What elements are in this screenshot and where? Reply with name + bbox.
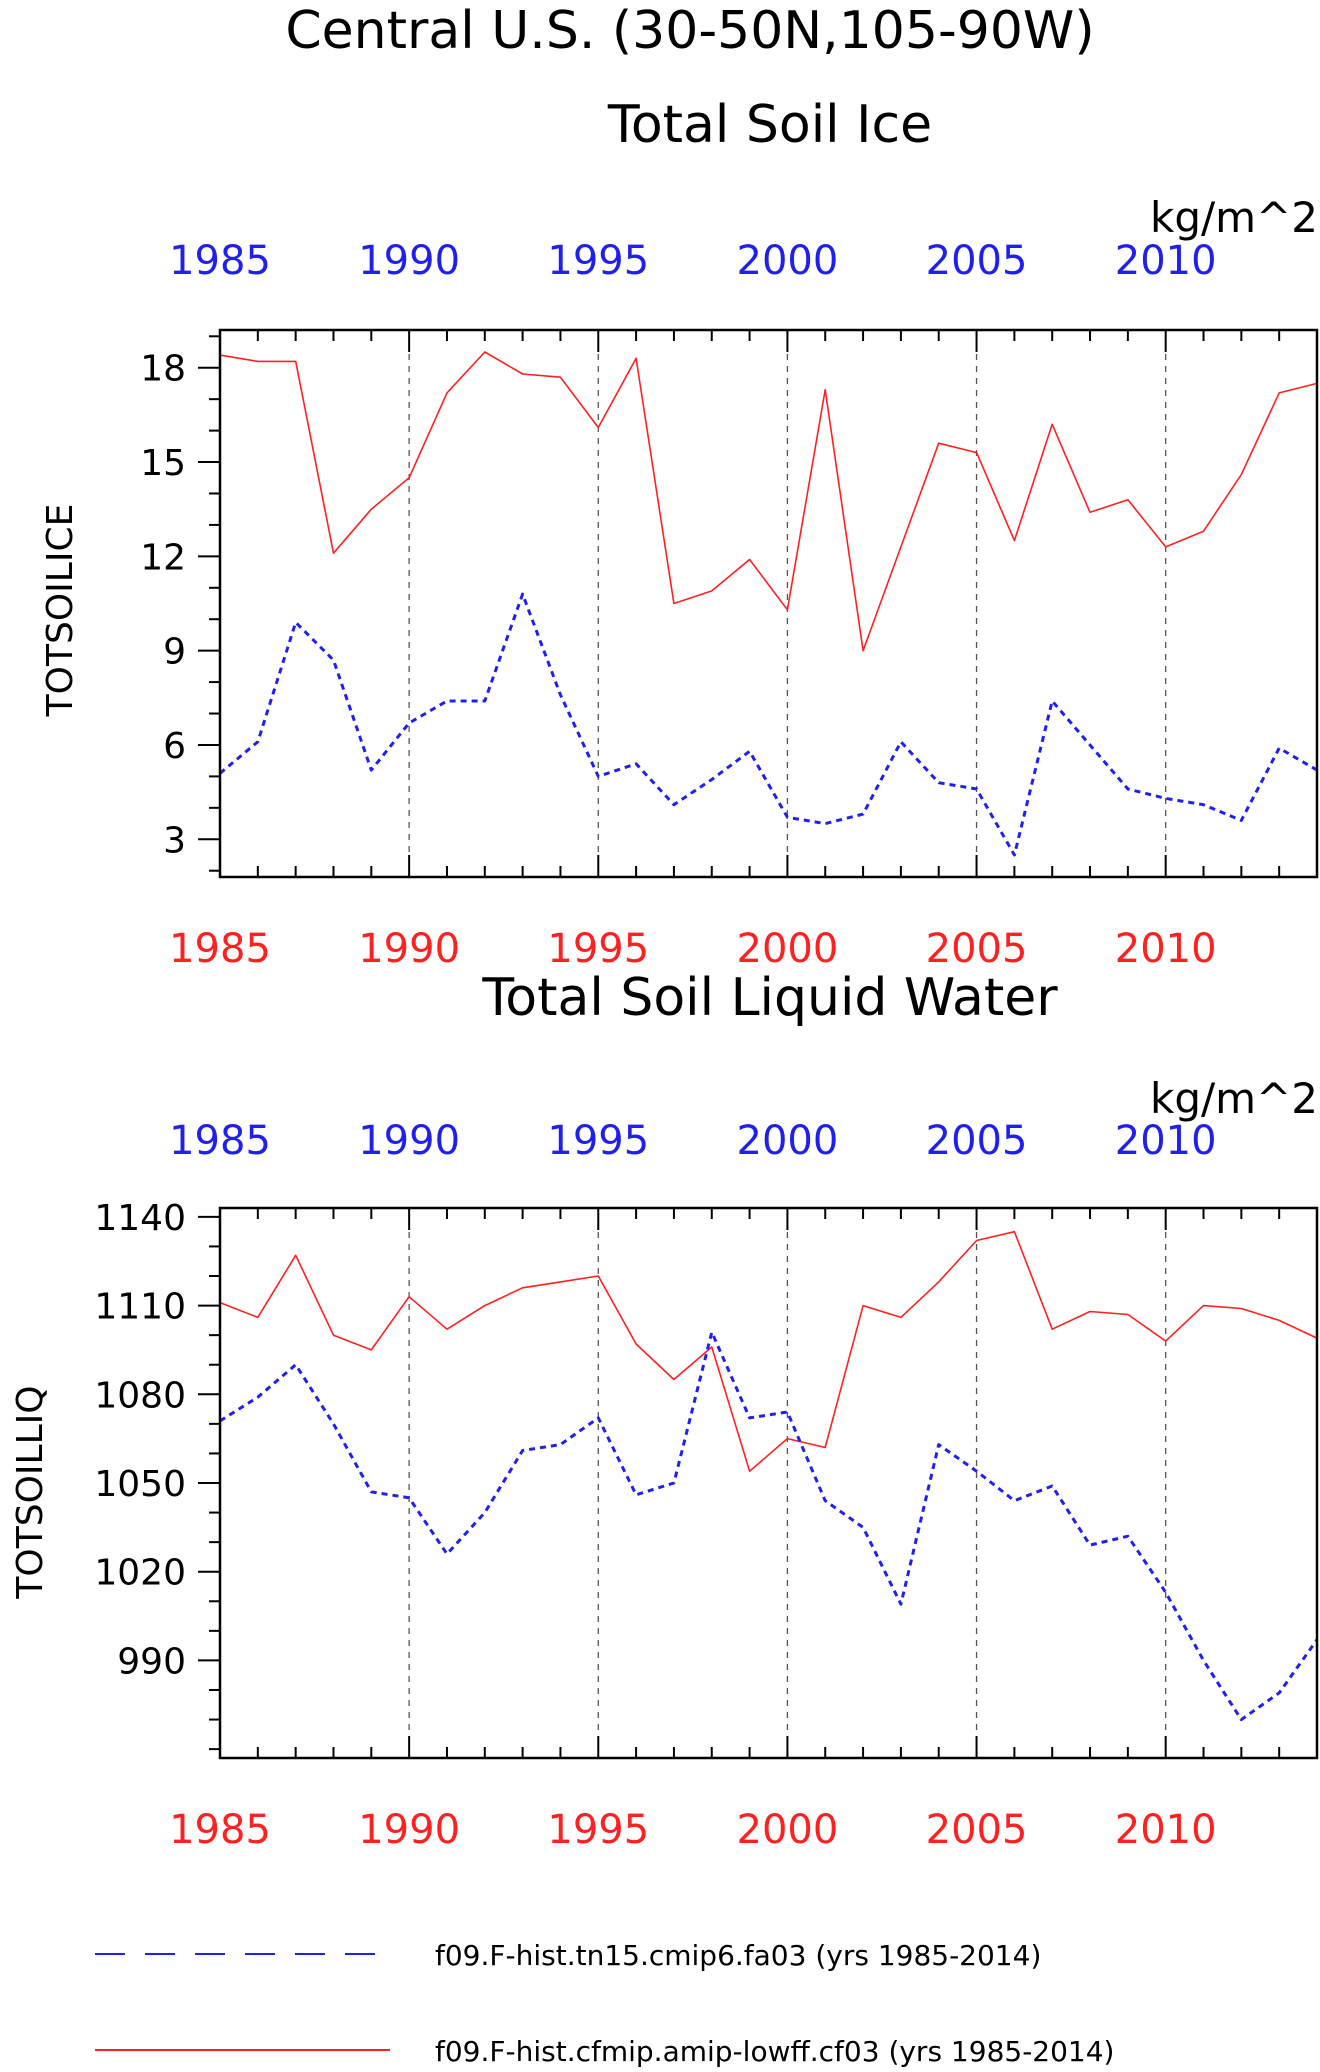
x-tick-label-bottom: 1995 [547,1807,649,1853]
y-tick-label: 15 [140,443,186,484]
plot-frame [218,328,1319,879]
x-tick-label-top: 2005 [926,238,1028,284]
panel-title: Total Soil Ice [607,95,932,155]
panel-soil-ice: Total Soil Ice kg/m^2 TOTSOILICE 1985 198… [40,95,1319,972]
y-tick-label: 1080 [94,1375,186,1416]
y-tick-label: 1140 [94,1198,186,1239]
x-tick-label-top: 1985 [169,238,271,284]
x-tick-label-bottom: 1985 [169,1807,271,1853]
x-tick-label-top: 2000 [737,238,839,284]
x-tick-label-top: 2010 [1115,1118,1217,1164]
y-tick-label: 1050 [94,1464,186,1505]
x-tick-label-bottom: 1990 [358,926,460,972]
y-tick-label: 12 [140,537,186,578]
x-tick-label-top: 1995 [547,238,649,284]
y-tick-label: 3 [163,820,186,861]
units-label: kg/m^2 [1150,193,1318,242]
figure-title: Central U.S. (30-50N,105-90W) [285,1,1094,61]
legend-label-red: f09.F-hist.cfmip.amip-lowff.cf03 (yrs 19… [435,2035,1114,2068]
x-tick-label-bottom: 2000 [737,1807,839,1853]
x-tick-label-top: 2010 [1115,238,1217,284]
panel-soil-liquid-water: Total Soil Liquid Water kg/m^2 TOTSOILLI… [10,968,1319,1853]
y-tick-label: 1110 [94,1287,186,1328]
x-tick-label-top: 2005 [926,1118,1028,1164]
legend-label-blue: f09.F-hist.tn15.cmip6.fa03 (yrs 1985-201… [435,1939,1041,1972]
y-tick-label: 6 [163,726,186,767]
x-tick-label-top: 1985 [169,1118,271,1164]
x-tick-label-bottom: 2005 [926,926,1028,972]
series-line-red [219,1230,1318,1472]
series-line-blue [219,592,1318,857]
x-tick-label-top: 1995 [547,1118,649,1164]
y-tick-label: 9 [163,632,186,673]
series-line-red [219,351,1318,652]
y-axis-label: TOTSOILLIQ [10,1385,51,1599]
y-tick-label: 990 [117,1641,186,1682]
x-tick-label-bottom: 2010 [1115,1807,1217,1853]
x-tick-label-bottom: 1985 [169,926,271,972]
legend: f09.F-hist.tn15.cmip6.fa03 (yrs 1985-201… [95,1939,1114,2068]
x-tick-label-bottom: 2005 [926,1807,1028,1853]
y-tick-label: 1020 [94,1553,186,1594]
x-tick-label-bottom: 1990 [358,1807,460,1853]
x-tick-label-bottom: 1995 [547,926,649,972]
panel-title: Total Soil Liquid Water [481,968,1058,1028]
y-tick-label: 18 [140,349,186,390]
x-tick-label-top: 2000 [737,1118,839,1164]
x-tick-label-top: 1990 [358,1118,460,1164]
x-tick-label-bottom: 2000 [737,926,839,972]
x-tick-label-bottom: 2010 [1115,926,1217,972]
x-tick-label-top: 1990 [358,238,460,284]
plot-frame [218,1206,1319,1760]
units-label: kg/m^2 [1150,1074,1318,1123]
series-line-blue [219,1330,1319,1722]
y-axis-label: TOTSOILICE [40,504,81,718]
